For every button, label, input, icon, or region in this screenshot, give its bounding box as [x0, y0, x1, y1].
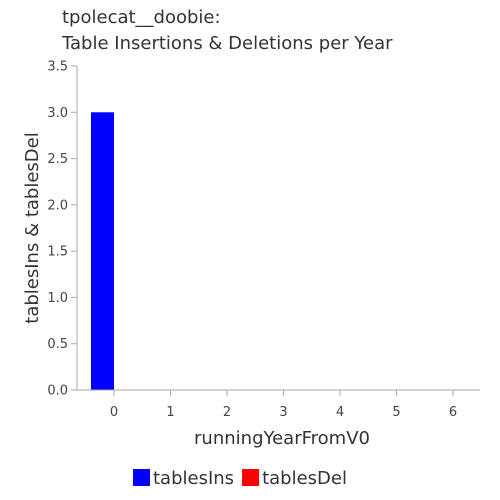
legend-swatch-tablesIns	[133, 469, 150, 486]
legend-label-tablesIns: tablesIns	[153, 468, 234, 489]
x-tick-label: 2	[223, 405, 231, 420]
chart-title-line-2: Table Insertions & Deletions per Year	[61, 33, 393, 54]
y-tick-label: 0.0	[47, 384, 68, 399]
y-axis-label: tablesIns & tablesDel	[22, 132, 43, 323]
x-tick-label: 3	[279, 405, 287, 420]
x-tick-label: 0	[110, 405, 118, 420]
plot-area: 0.0 0.5 1.0 1.5 2.0 2.5 3.0 3.5 0 1 2 3 4 5 6	[47, 60, 480, 420]
x-tick-label: 5	[392, 405, 400, 420]
y-tick-label: 0.5	[47, 337, 68, 352]
legend: tablesIns tablesDel	[133, 468, 347, 489]
x-axis-ticks: 0 1 2 3 4 5 6	[110, 390, 457, 420]
legend-swatch-tablesDel	[242, 469, 260, 486]
y-tick-label: 3.0	[47, 106, 68, 121]
bars	[91, 112, 114, 391]
y-tick-label: 2.5	[47, 152, 68, 167]
x-tick-label: 6	[449, 405, 457, 420]
chart-title-line-1: tpolecat__doobie:	[62, 7, 221, 28]
legend-label-tablesDel: tablesDel	[262, 468, 347, 489]
x-axis-label: runningYearFromV0	[194, 428, 370, 449]
y-tick-label: 3.5	[47, 60, 68, 75]
bar-tablesIns-0	[91, 112, 114, 391]
x-tick-label: 4	[336, 405, 344, 420]
y-tick-label: 2.0	[47, 198, 68, 213]
y-axis-ticks: 0.0 0.5 1.0 1.5 2.0 2.5 3.0 3.5	[47, 60, 77, 399]
y-tick-label: 1.0	[47, 291, 68, 306]
x-tick-label: 1	[166, 405, 174, 420]
y-tick-label: 1.5	[47, 245, 68, 260]
